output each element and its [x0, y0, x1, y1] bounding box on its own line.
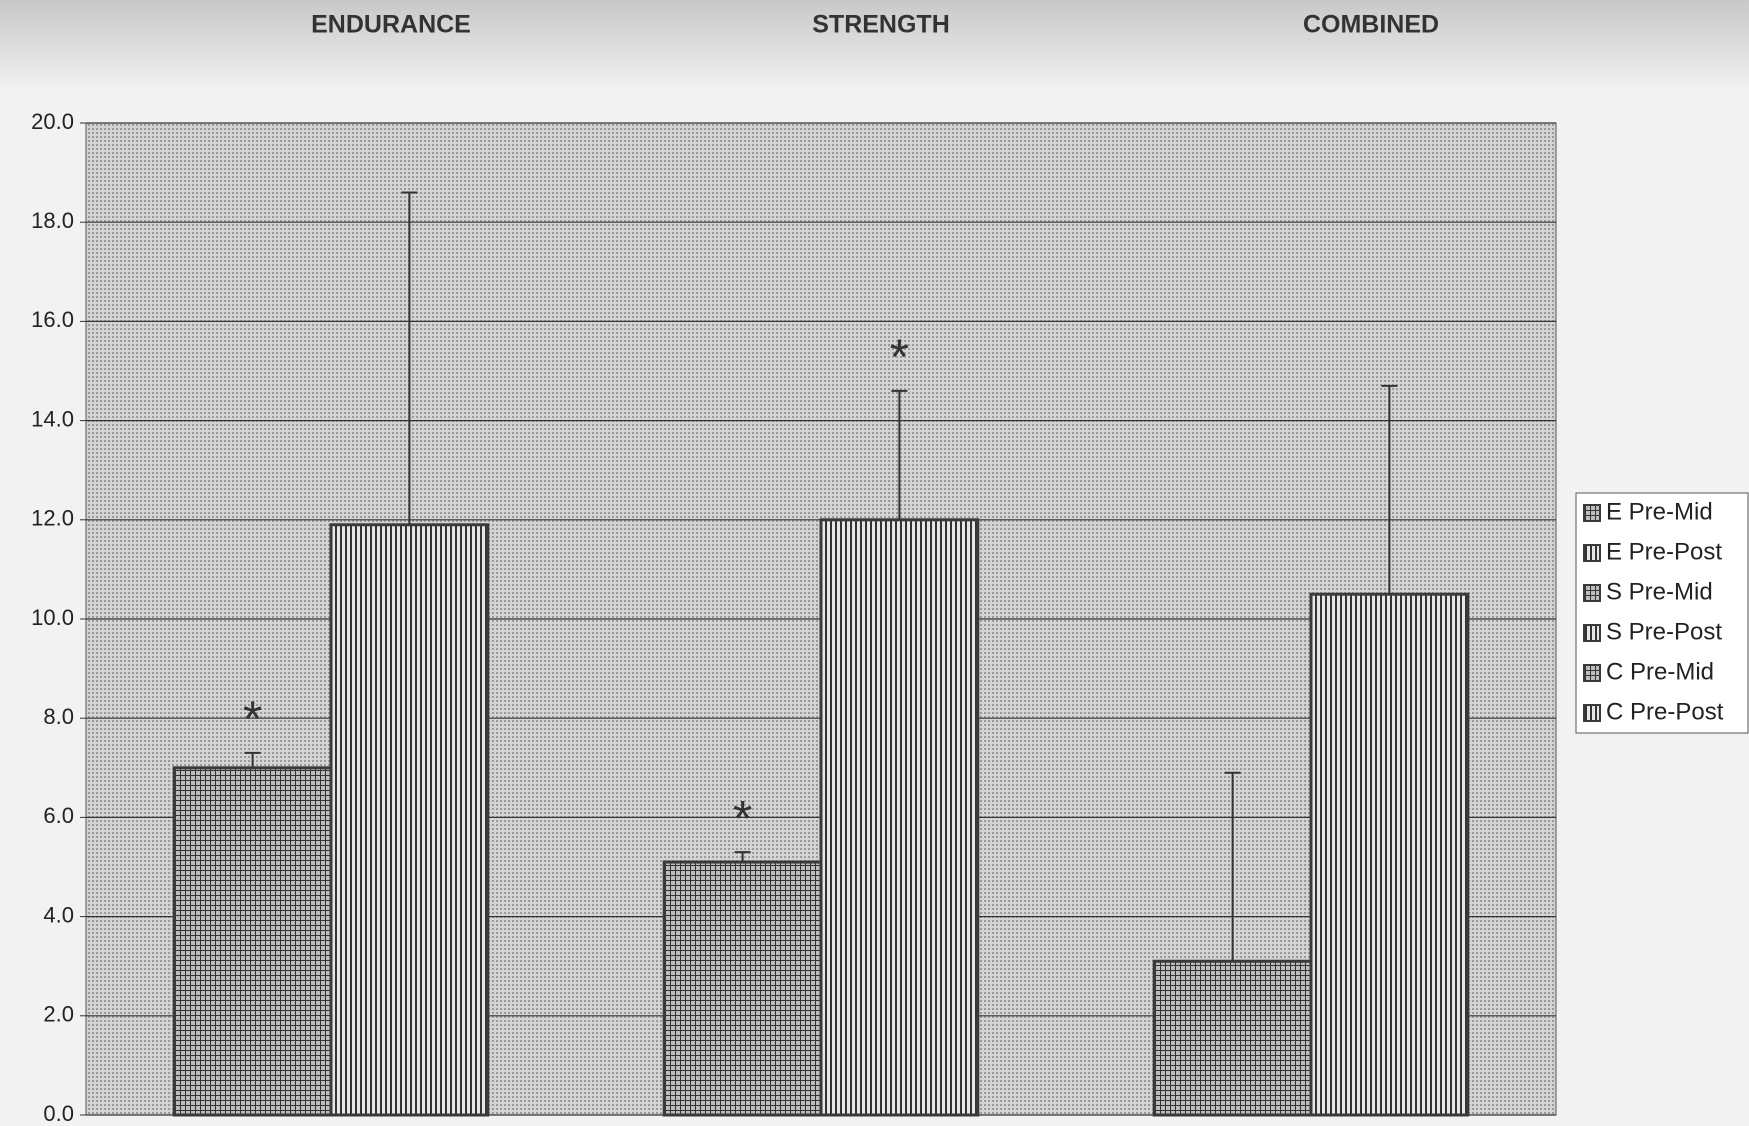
- category-label: COMBINED: [1303, 11, 1439, 39]
- annotation: *: [890, 329, 909, 385]
- legend-label: E Pre-Post: [1606, 538, 1722, 565]
- error-bar: [891, 389, 908, 520]
- legend-label: C Pre-Post: [1606, 698, 1724, 725]
- legend-label: C Pre-Mid: [1606, 658, 1714, 685]
- annotation: *: [733, 790, 752, 846]
- y-tick-label: 8.0: [43, 704, 74, 729]
- y-tick-label: 2.0: [43, 1002, 74, 1027]
- y-tick-label: 18.0: [31, 208, 74, 233]
- bar: [1309, 592, 1470, 1117]
- error-bar: [244, 751, 261, 768]
- error-bar: [401, 191, 418, 525]
- bar: [1152, 959, 1313, 1117]
- y-tick-label: 16.0: [31, 307, 74, 332]
- error-bar: [1381, 384, 1398, 595]
- legend-swatch: [1583, 584, 1601, 602]
- bar: [819, 518, 980, 1117]
- annotation: *: [243, 691, 262, 747]
- y-tick-label: 14.0: [31, 406, 74, 431]
- category-label: STRENGTH: [812, 11, 950, 39]
- legend-swatch: [1583, 544, 1601, 562]
- y-tick-label: 12.0: [31, 506, 74, 531]
- y-tick-label: 20.0: [31, 109, 74, 134]
- legend-label: S Pre-Mid: [1606, 578, 1713, 605]
- bar: [172, 766, 333, 1117]
- bar: [329, 523, 490, 1117]
- y-tick-label: 10.0: [31, 605, 74, 630]
- legend-label: S Pre-Post: [1606, 618, 1722, 645]
- y-tick-label: 4.0: [43, 902, 74, 927]
- legend-label: E Pre-Mid: [1606, 498, 1713, 525]
- header-band: [0, 0, 1749, 90]
- legend-swatch: [1583, 664, 1601, 682]
- bar: [662, 860, 823, 1117]
- error-bar: [1224, 771, 1241, 962]
- y-tick-label: 0.0: [43, 1101, 74, 1126]
- legend-swatch: [1583, 624, 1601, 642]
- legend-swatch: [1583, 504, 1601, 522]
- legend-swatch: [1583, 704, 1601, 722]
- error-bar: [734, 851, 751, 863]
- category-label: ENDURANCE: [311, 11, 471, 39]
- y-tick-label: 6.0: [43, 803, 74, 828]
- legend-box: [1575, 492, 1749, 734]
